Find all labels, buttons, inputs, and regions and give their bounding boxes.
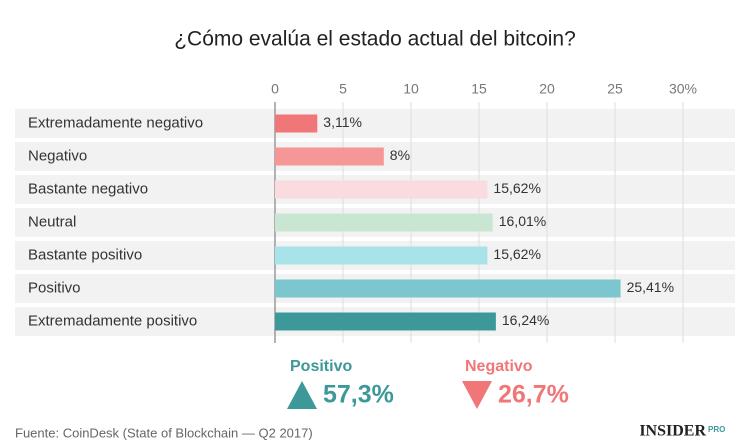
x-tick-label: 25 (607, 81, 623, 97)
x-tick-label: 5 (339, 81, 347, 97)
bar (275, 279, 621, 298)
summary-label: Negativo (465, 358, 533, 375)
value-label: 15,62% (493, 180, 540, 196)
value-label: 8% (390, 147, 410, 163)
triangle-up (287, 381, 317, 409)
bar (275, 147, 384, 166)
bar (275, 114, 318, 133)
bar (275, 246, 488, 265)
chart-title: ¿Cómo evalúa el estado actual del bitcoi… (174, 28, 576, 51)
value-label: 16,01% (499, 213, 546, 229)
summary-label: Positivo (290, 358, 352, 375)
value-label: 25,41% (627, 279, 674, 295)
category-label: Negativo (28, 147, 87, 164)
category-label: Extremadamente positivo (28, 312, 197, 329)
category-label: Neutral (28, 213, 76, 230)
category-label: Bastante positivo (28, 246, 142, 263)
brand-name: INSIDER (639, 423, 706, 440)
bar (275, 213, 493, 232)
x-tick-label: 0 (271, 81, 279, 97)
value-label: 3,11% (323, 114, 362, 130)
category-label: Extremadamente negativo (28, 114, 203, 131)
bar (275, 312, 496, 331)
value-label: 16,24% (502, 312, 549, 328)
category-label: Positivo (28, 279, 81, 296)
summary-value: 57,3% (323, 381, 394, 409)
category-label: Bastante negativo (28, 180, 148, 197)
value-label: 15,62% (493, 246, 540, 262)
x-tick-label: 15 (471, 81, 487, 97)
bar (275, 180, 488, 199)
x-tick-label: 10 (403, 81, 419, 97)
x-tick-label: 30% (669, 81, 697, 97)
triangle-down (462, 381, 492, 409)
source: Fuente: CoinDesk (State of Blockchain — … (15, 425, 313, 440)
summary-value: 26,7% (498, 381, 569, 409)
x-tick-label: 20 (539, 81, 555, 97)
brand-suffix: PRO (708, 425, 725, 434)
